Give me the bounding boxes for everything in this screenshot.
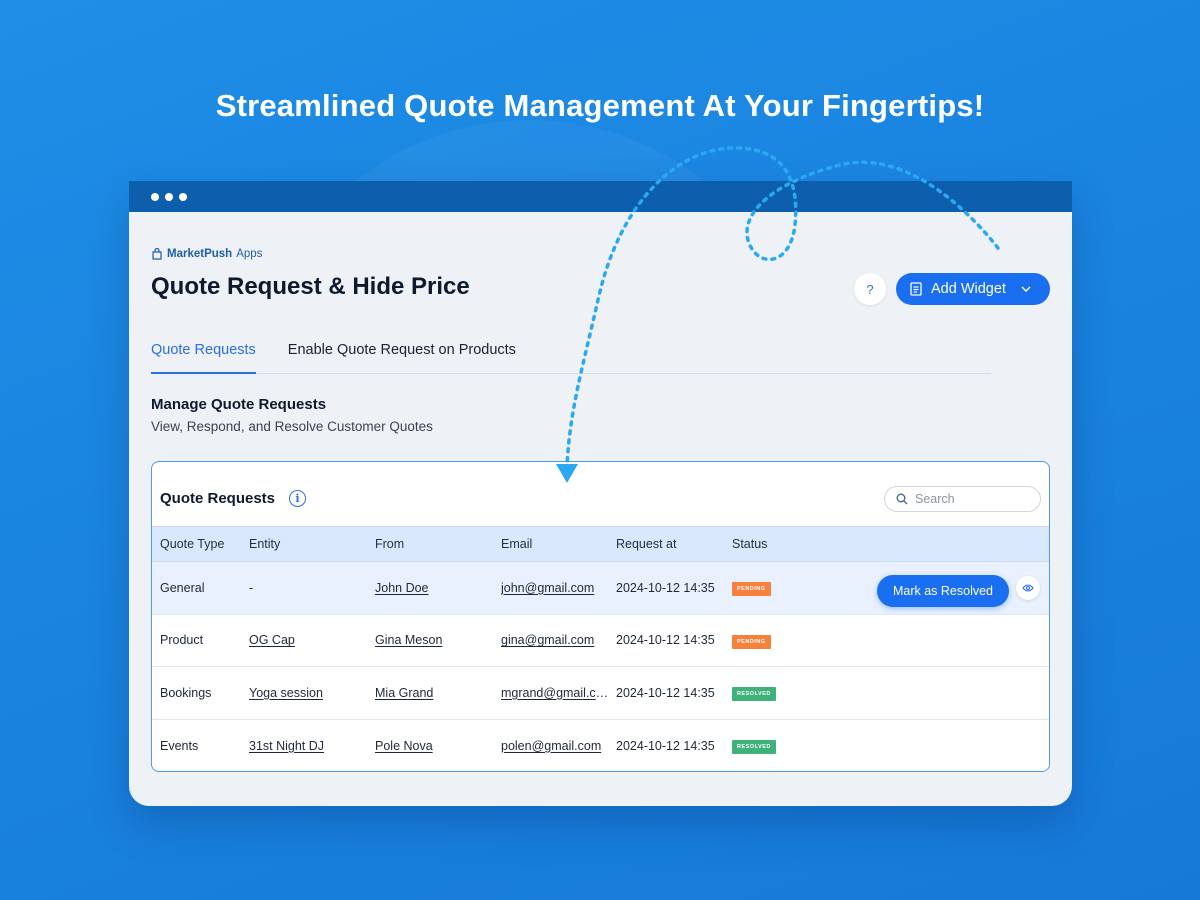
window-dot-icon bbox=[165, 192, 173, 201]
section-title: Manage Quote Requests bbox=[151, 396, 327, 413]
cell-email-link[interactable]: polen@gmail.com bbox=[501, 738, 602, 753]
view-button[interactable] bbox=[1016, 576, 1040, 600]
table-row[interactable]: Bookings Yoga session Mia Grand mgrand@g… bbox=[152, 667, 1049, 720]
column-header-status[interactable]: Status bbox=[732, 537, 768, 551]
column-header-from[interactable]: From bbox=[375, 537, 405, 551]
cell-from-link[interactable]: Gina Meson bbox=[375, 633, 443, 648]
mark-as-resolved-button[interactable]: Mark as Resolved bbox=[877, 575, 1009, 607]
add-widget-label: Add Widget bbox=[931, 281, 1006, 297]
help-button[interactable]: ? bbox=[854, 273, 886, 305]
column-header-email[interactable]: Email bbox=[501, 537, 533, 551]
cell-quote-type: Product bbox=[160, 633, 204, 648]
eye-icon bbox=[1022, 584, 1034, 592]
brand-logo: MarketPush Apps bbox=[151, 248, 262, 260]
cell-email-link[interactable]: john@gmail.com bbox=[501, 580, 595, 595]
brand-name-light: Apps bbox=[236, 248, 263, 260]
column-header-entity[interactable]: Entity bbox=[249, 537, 281, 551]
tab-bar: Quote Requests Enable Quote Request on P… bbox=[151, 333, 991, 374]
window-dot-icon bbox=[151, 192, 159, 201]
status-badge: RESOLVED bbox=[732, 687, 776, 702]
cell-email-link[interactable]: mgrand@gmail.com bbox=[501, 685, 609, 700]
help-label: ? bbox=[866, 281, 874, 297]
status-badge: PENDING bbox=[732, 582, 771, 597]
table-row[interactable]: Product OG Cap Gina Meson gina@gmail.com… bbox=[152, 614, 1049, 667]
cell-request-at: 2024-10-12 14:35 bbox=[616, 580, 715, 595]
status-badge: RESOLVED bbox=[732, 740, 776, 755]
cell-entity: - bbox=[249, 580, 254, 595]
section-subtitle: View, Respond, and Resolve Customer Quot… bbox=[151, 419, 433, 434]
table-title: Quote Requests bbox=[160, 490, 276, 507]
table-card-header: Quote Requests i Search bbox=[152, 462, 1049, 526]
quote-requests-table-card: Quote Requests i Search Quote Type Entit… bbox=[151, 461, 1050, 772]
status-badge: PENDING bbox=[732, 634, 771, 649]
column-header-request-at[interactable]: Request at bbox=[616, 537, 677, 551]
app-window: MarketPush Apps Quote Request & Hide Pric… bbox=[129, 181, 1072, 806]
info-icon[interactable]: i bbox=[289, 490, 306, 507]
shop-bag-icon bbox=[152, 248, 162, 260]
brand-name-bold: MarketPush bbox=[167, 248, 233, 260]
document-icon bbox=[910, 282, 922, 296]
cell-entity-link[interactable]: OG Cap bbox=[249, 633, 295, 648]
chevron-down-icon bbox=[1021, 286, 1031, 292]
cell-request-at: 2024-10-12 14:35 bbox=[616, 633, 715, 648]
table-row[interactable]: General - John Doe john@gmail.com 2024-1… bbox=[152, 562, 1049, 615]
cell-request-at: 2024-10-12 14:35 bbox=[616, 738, 715, 753]
cell-entity-link[interactable]: Yoga session bbox=[249, 685, 323, 700]
cell-quote-type: Bookings bbox=[160, 685, 212, 700]
table-row[interactable]: Events 31st Night DJ Pole Nova polen@gma… bbox=[152, 719, 1049, 771]
search-icon bbox=[896, 493, 908, 505]
search-placeholder: Search bbox=[915, 492, 955, 506]
window-dot-icon bbox=[179, 192, 187, 201]
table-header-row: Quote Type Entity From Email Request at … bbox=[152, 526, 1049, 562]
window-titlebar bbox=[129, 181, 1072, 212]
tab-enable-quote-request[interactable]: Enable Quote Request on Products bbox=[287, 342, 516, 358]
cell-from-link[interactable]: Pole Nova bbox=[375, 738, 433, 753]
cell-from-link[interactable]: Mia Grand bbox=[375, 685, 434, 700]
cell-entity-link[interactable]: 31st Night DJ bbox=[249, 738, 325, 753]
tab-quote-requests[interactable]: Quote Requests bbox=[151, 333, 256, 374]
column-header-quote-type[interactable]: Quote Type bbox=[160, 537, 225, 551]
search-input[interactable]: Search bbox=[884, 486, 1041, 512]
add-widget-button[interactable]: Add Widget bbox=[896, 273, 1050, 305]
cell-email-link[interactable]: gina@gmail.com bbox=[501, 633, 595, 648]
headline: Streamlined Quote Management At Your Fin… bbox=[215, 88, 985, 123]
cell-quote-type: Events bbox=[160, 738, 199, 753]
cell-quote-type: General bbox=[160, 580, 205, 595]
cell-from-link[interactable]: John Doe bbox=[375, 580, 429, 595]
cell-request-at: 2024-10-12 14:35 bbox=[616, 685, 715, 700]
page-title: Quote Request & Hide Price bbox=[151, 273, 470, 300]
